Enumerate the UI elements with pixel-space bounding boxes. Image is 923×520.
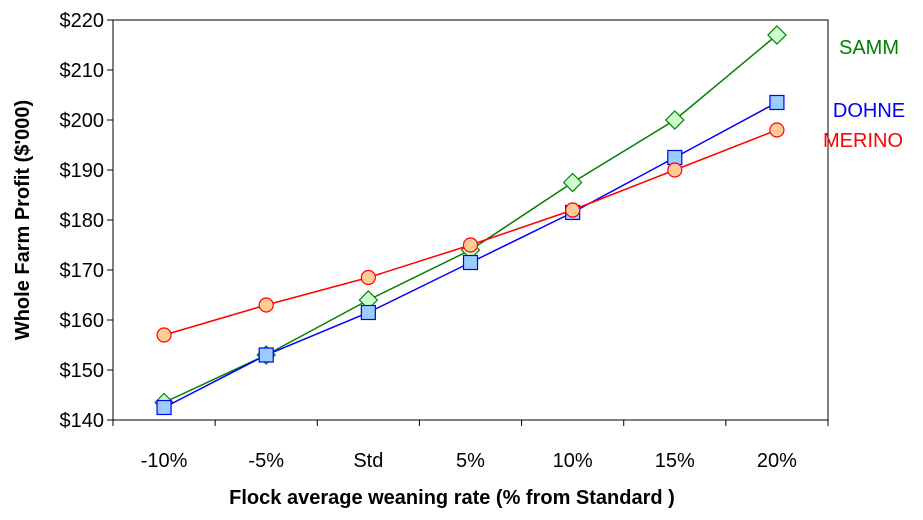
data-point-dohne <box>360 304 376 321</box>
data-point-merino <box>565 202 581 218</box>
data-point-merino <box>462 237 479 253</box>
data-point-dohne <box>462 254 479 271</box>
data-point-dohne <box>258 347 274 363</box>
y-tick-label: $180 <box>60 210 105 232</box>
y-tick-label: $210 <box>60 60 105 82</box>
y-tick-label: $160 <box>60 310 105 332</box>
plot-area <box>112 19 829 421</box>
x-tick-label: 15% <box>655 450 695 472</box>
y-axis: $140 $150 $160 $170 $180 $190 $200 $210 $220 <box>60 10 113 432</box>
x-tick-label: 10% <box>553 450 593 472</box>
series-label-samm: SAMM <box>839 37 899 59</box>
data-point-merino <box>360 269 376 286</box>
y-tick-label: $200 <box>60 110 105 132</box>
y-tick-label: $150 <box>60 360 105 382</box>
data-point-samm <box>664 110 685 130</box>
plot-frame <box>112 19 829 421</box>
data-point-merino <box>258 297 274 313</box>
data-point-samm <box>767 25 787 45</box>
series-label-dohne: DOHNE <box>833 100 905 122</box>
data-point-merino <box>769 122 785 138</box>
y-tick-label: $170 <box>60 260 105 282</box>
x-tick-label: -5% <box>248 450 284 472</box>
data-point-dohne <box>769 94 785 111</box>
y-axis-title: Whole Farm Profit ($'000) <box>12 100 34 340</box>
y-tick-label: $220 <box>60 10 105 32</box>
data-point-merino <box>156 327 172 343</box>
x-tick-label: 5% <box>456 450 485 472</box>
x-axis-title: Flock average weaning rate (% from Stand… <box>229 487 675 509</box>
series-layer <box>154 25 787 416</box>
data-point-merino <box>667 162 683 178</box>
data-point-dohne <box>156 399 172 416</box>
data-point-dohne <box>667 149 683 166</box>
x-axis: -10% -5% Std 5% 10% 15% 20% <box>112 420 829 472</box>
x-tick-label: -10% <box>141 450 188 472</box>
y-tick-label: $190 <box>60 160 105 182</box>
x-tick-label: 20% <box>757 450 797 472</box>
data-point-samm <box>562 172 583 193</box>
series-labels: SAMM DOHNE MERINO <box>823 37 905 152</box>
y-tick-label: $140 <box>60 410 105 432</box>
x-tick-label: Std <box>353 450 383 472</box>
series-label-merino: MERINO <box>823 130 903 152</box>
